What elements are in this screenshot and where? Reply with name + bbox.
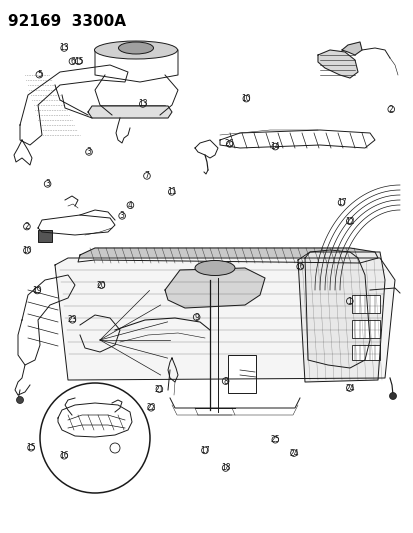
Polygon shape bbox=[165, 268, 264, 308]
Bar bbox=[228, 355, 255, 393]
Text: 16: 16 bbox=[294, 262, 304, 271]
Ellipse shape bbox=[195, 261, 235, 276]
Circle shape bbox=[110, 443, 120, 453]
Text: 10: 10 bbox=[22, 246, 32, 255]
Text: 20: 20 bbox=[96, 281, 106, 289]
Polygon shape bbox=[55, 258, 394, 380]
Text: 12: 12 bbox=[344, 217, 354, 225]
Text: 15: 15 bbox=[26, 443, 36, 452]
Ellipse shape bbox=[94, 41, 177, 59]
Text: 2: 2 bbox=[388, 105, 393, 114]
Text: 17: 17 bbox=[199, 446, 209, 455]
Circle shape bbox=[389, 392, 396, 400]
Polygon shape bbox=[304, 250, 369, 368]
Text: 1: 1 bbox=[347, 297, 351, 305]
Text: 8: 8 bbox=[223, 377, 228, 385]
Bar bbox=[351, 295, 379, 313]
Polygon shape bbox=[78, 248, 377, 263]
Polygon shape bbox=[297, 252, 384, 382]
Text: 6: 6 bbox=[70, 57, 75, 66]
Ellipse shape bbox=[118, 42, 153, 54]
Text: 3: 3 bbox=[119, 212, 124, 220]
Text: 17: 17 bbox=[336, 198, 346, 207]
Text: 18: 18 bbox=[221, 464, 230, 472]
Text: 16: 16 bbox=[59, 451, 69, 460]
Circle shape bbox=[17, 397, 24, 403]
Bar bbox=[351, 320, 379, 338]
Bar bbox=[351, 345, 379, 360]
Text: 2: 2 bbox=[24, 222, 29, 231]
Text: 22: 22 bbox=[146, 403, 155, 412]
Text: 11: 11 bbox=[167, 188, 176, 196]
Text: 4: 4 bbox=[128, 201, 133, 209]
Text: 3: 3 bbox=[45, 180, 50, 188]
Text: 24: 24 bbox=[288, 449, 298, 457]
Text: 13: 13 bbox=[59, 44, 69, 52]
Text: 15: 15 bbox=[74, 57, 83, 66]
Polygon shape bbox=[88, 106, 171, 118]
Bar bbox=[38, 230, 52, 242]
Text: 13: 13 bbox=[138, 100, 147, 108]
Text: 3: 3 bbox=[86, 148, 91, 156]
Text: 5: 5 bbox=[37, 70, 42, 79]
Text: 23: 23 bbox=[67, 316, 77, 324]
Text: 26: 26 bbox=[224, 140, 234, 148]
Polygon shape bbox=[341, 42, 361, 55]
Text: 92169  3300A: 92169 3300A bbox=[8, 14, 126, 29]
Text: 7: 7 bbox=[144, 172, 149, 180]
Text: 14: 14 bbox=[270, 142, 280, 151]
Text: 10: 10 bbox=[241, 94, 251, 103]
Text: 24: 24 bbox=[344, 384, 354, 392]
Text: 9: 9 bbox=[194, 313, 199, 321]
Text: 19: 19 bbox=[32, 286, 42, 295]
Text: 25: 25 bbox=[270, 435, 280, 444]
Text: 21: 21 bbox=[154, 385, 164, 393]
Polygon shape bbox=[317, 50, 357, 78]
